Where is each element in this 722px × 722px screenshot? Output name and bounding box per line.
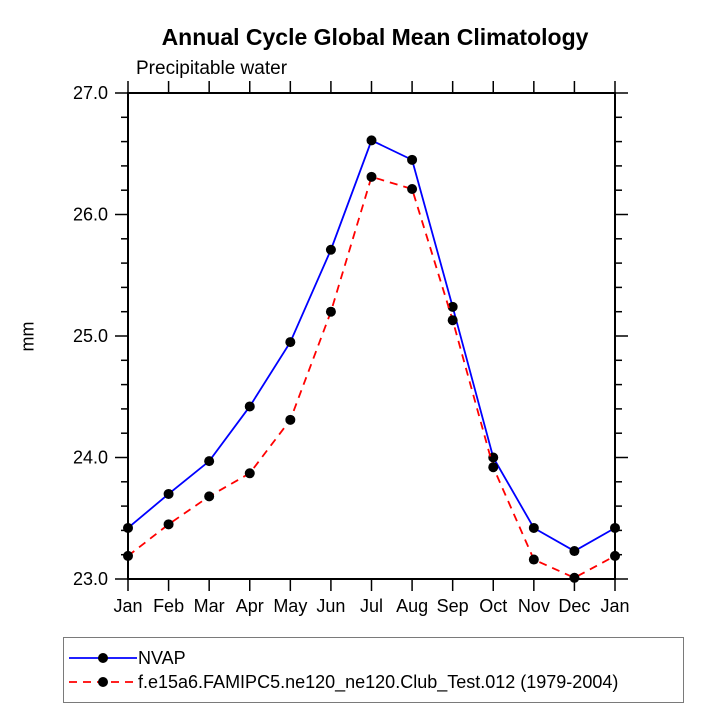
legend-entry-model: f.e15a6.FAMIPC5.ne120_ne120.Club_Test.01… [64, 670, 683, 694]
data-point-1-10 [528, 554, 539, 565]
data-point-1-4 [285, 414, 296, 425]
x-tick-label: Oct [479, 596, 507, 616]
data-point-0-12 [610, 522, 620, 533]
chart-title: Annual Cycle Global Mean Climatology [161, 24, 589, 50]
x-tick-label: Jun [316, 596, 345, 616]
y-tick-label: 26.0 [73, 205, 108, 225]
x-tick-label: Dec [558, 596, 590, 616]
data-point-1-8 [447, 315, 458, 326]
chart-subtitle: Precipitable water [136, 58, 288, 79]
data-point-0-6 [366, 135, 377, 146]
data-point-1-11 [569, 572, 580, 583]
y-tick-label: 27.0 [73, 83, 108, 103]
x-tick-label: Feb [153, 596, 184, 616]
data-point-0-0 [123, 522, 133, 533]
data-point-0-5 [325, 244, 336, 255]
y-tick-label: 23.0 [73, 569, 108, 589]
y-tick-label: 25.0 [73, 326, 108, 346]
x-tick-label: May [273, 596, 307, 616]
x-tick-label: Nov [518, 596, 550, 616]
data-point-0-10 [528, 522, 539, 533]
x-tick-label: Jan [600, 596, 629, 616]
data-point-0-4 [285, 337, 296, 348]
legend-entry-nvap: NVAP [64, 646, 683, 670]
legend-line-model-icon [69, 677, 137, 687]
data-point-0-8 [447, 301, 458, 312]
data-point-1-2 [204, 491, 215, 502]
data-point-1-9 [488, 462, 499, 473]
data-point-0-7 [407, 154, 418, 165]
x-tick-label: Apr [236, 596, 264, 616]
x-tick-label: Aug [396, 596, 428, 616]
data-point-1-6 [366, 171, 377, 182]
data-point-1-5 [325, 306, 336, 317]
data-point-0-3 [244, 401, 255, 412]
legend-label-nvap: NVAP [138, 648, 186, 668]
data-point-1-0 [123, 550, 133, 561]
plot-canvas: Jan Feb Mar Apr May Jun Jul Aug Sep Oct Nov Dec Jan2… [73, 81, 630, 616]
data-point-1-1 [163, 519, 174, 530]
series-line-0 [127, 139, 616, 553]
x-tick-label: Sep [437, 596, 469, 616]
data-point-1-12 [610, 550, 620, 561]
y-tick-label: 24.0 [73, 448, 108, 468]
data-point-1-3 [244, 468, 255, 479]
x-tick-label: Jul [360, 596, 383, 616]
series-line-1 [127, 175, 616, 579]
legend-label-model: f.e15a6.FAMIPC5.ne120_ne120.Club_Test.01… [138, 672, 619, 692]
legend-line-nvap-icon [69, 653, 137, 663]
data-point-0-1 [163, 488, 174, 499]
x-tick-label: Mar [194, 596, 225, 616]
data-point-1-7 [407, 183, 418, 194]
x-tick-label: Jan [113, 596, 142, 616]
data-point-0-2 [204, 456, 215, 467]
data-point-0-11 [569, 546, 580, 557]
plot-frame [127, 92, 616, 580]
legend-box: NVAP f.e15a6.FAMIPC5.ne120_ne120.Club_Te… [63, 637, 684, 703]
